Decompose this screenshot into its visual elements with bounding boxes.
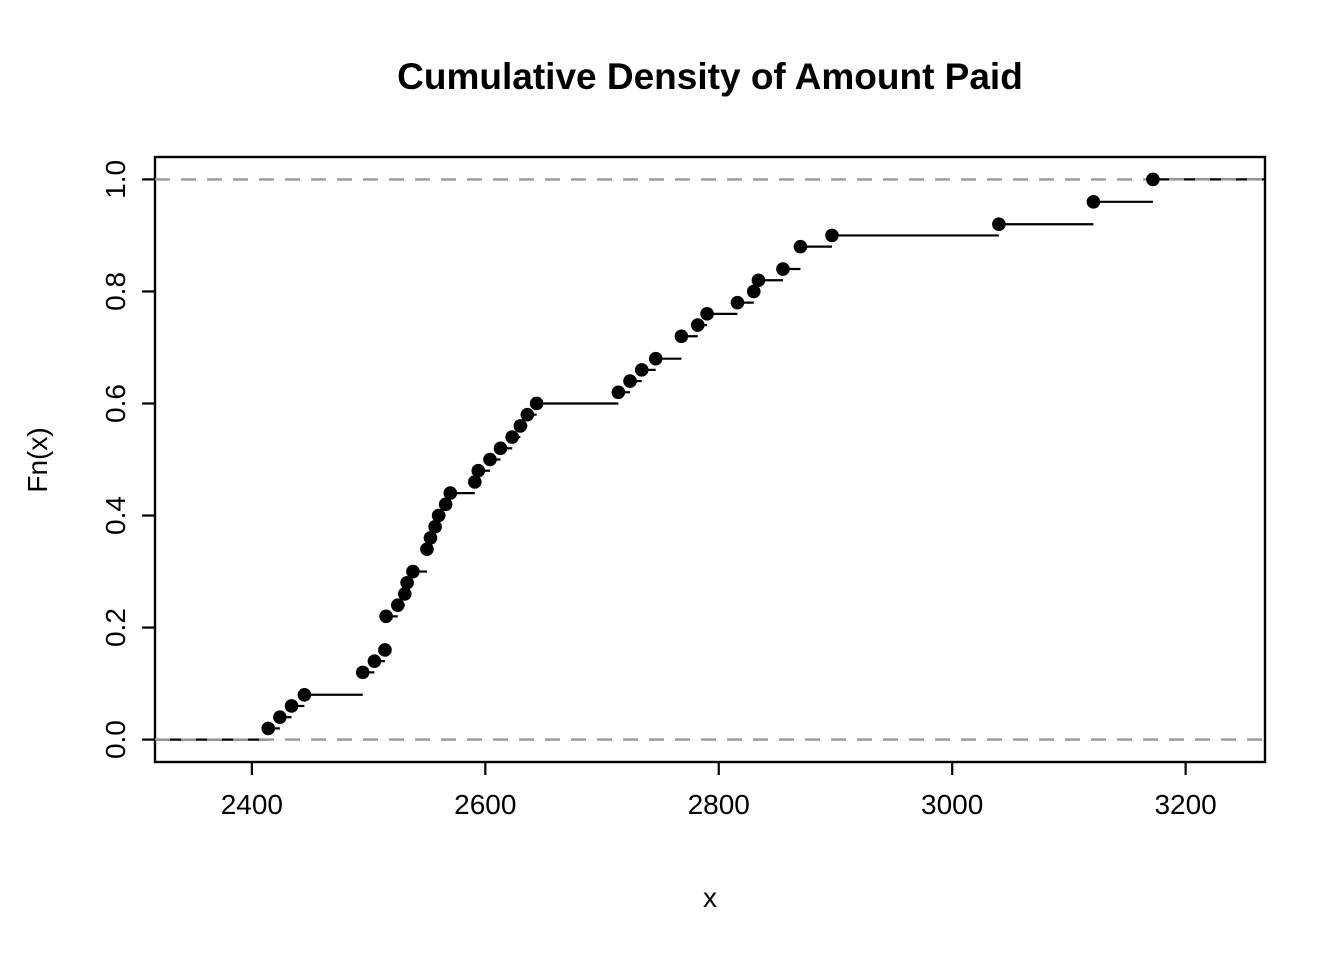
ecdf-point (1086, 195, 1101, 209)
ecdf-point (493, 441, 508, 456)
y-tick-label: 0.0 (100, 720, 131, 759)
y-tick-label: 0.4 (100, 496, 131, 535)
y-tick-label: 0.2 (100, 608, 131, 647)
ecdf-point (611, 385, 626, 400)
ecdf-point (623, 374, 637, 388)
ecdf-point (400, 575, 414, 590)
ecdf-point (431, 508, 446, 523)
ecdf-point (690, 318, 705, 332)
ecdf-point (992, 217, 1006, 232)
ecdf-point (634, 363, 649, 377)
ecdf-point (520, 407, 535, 422)
ecdf-point (355, 665, 370, 680)
ecdf-point (443, 486, 458, 500)
plot-border (153, 155, 1267, 764)
ecdf-point (483, 452, 497, 467)
ecdf-point (825, 228, 839, 243)
ecdf-point (438, 497, 453, 512)
ecdf-point (261, 721, 276, 736)
ecdf-point (284, 699, 299, 713)
ecdf-point (420, 542, 434, 556)
x-tick-label: 3200 (1154, 789, 1216, 820)
ecdf-point (378, 643, 392, 657)
ecdf-point (700, 307, 714, 321)
ecdf-point (367, 654, 382, 668)
ecdf-point (505, 430, 519, 444)
ecdf-point (674, 329, 689, 344)
x-tick-label: 3000 (921, 789, 983, 820)
ecdf-point (648, 351, 663, 366)
ecdf-point (746, 284, 761, 299)
x-tick-label: 2400 (221, 789, 283, 820)
ecdf-point (379, 609, 393, 624)
ecdf-point (513, 419, 528, 433)
ecdf-point (390, 598, 405, 612)
y-tick-label: 0.6 (100, 384, 131, 423)
y-tick-label: 0.8 (100, 272, 131, 311)
ecdf-point (297, 687, 312, 702)
x-tick-label: 2600 (454, 789, 516, 820)
ecdf-point (273, 710, 287, 724)
x-tick-label: 2800 (688, 789, 750, 820)
y-tick-label: 1.0 (100, 160, 131, 199)
ecdf-point (428, 519, 442, 534)
ecdf-point (423, 531, 438, 545)
ecdf-point (406, 564, 420, 579)
ecdf-point (468, 475, 482, 489)
ecdf-point (776, 262, 790, 276)
ecdf-point (751, 273, 766, 288)
ecdf-point (730, 295, 745, 310)
chart-title: Cumulative Density of Amount Paid (397, 56, 1023, 97)
ecdf-point (529, 396, 544, 411)
ecdf-point (793, 239, 808, 254)
y-axis-label: Fn(x) (22, 427, 53, 493)
ecdf-point (397, 587, 412, 601)
ecdf-point (471, 463, 486, 478)
ecdf-point (1146, 172, 1160, 187)
x-axis-label: x (703, 882, 717, 913)
